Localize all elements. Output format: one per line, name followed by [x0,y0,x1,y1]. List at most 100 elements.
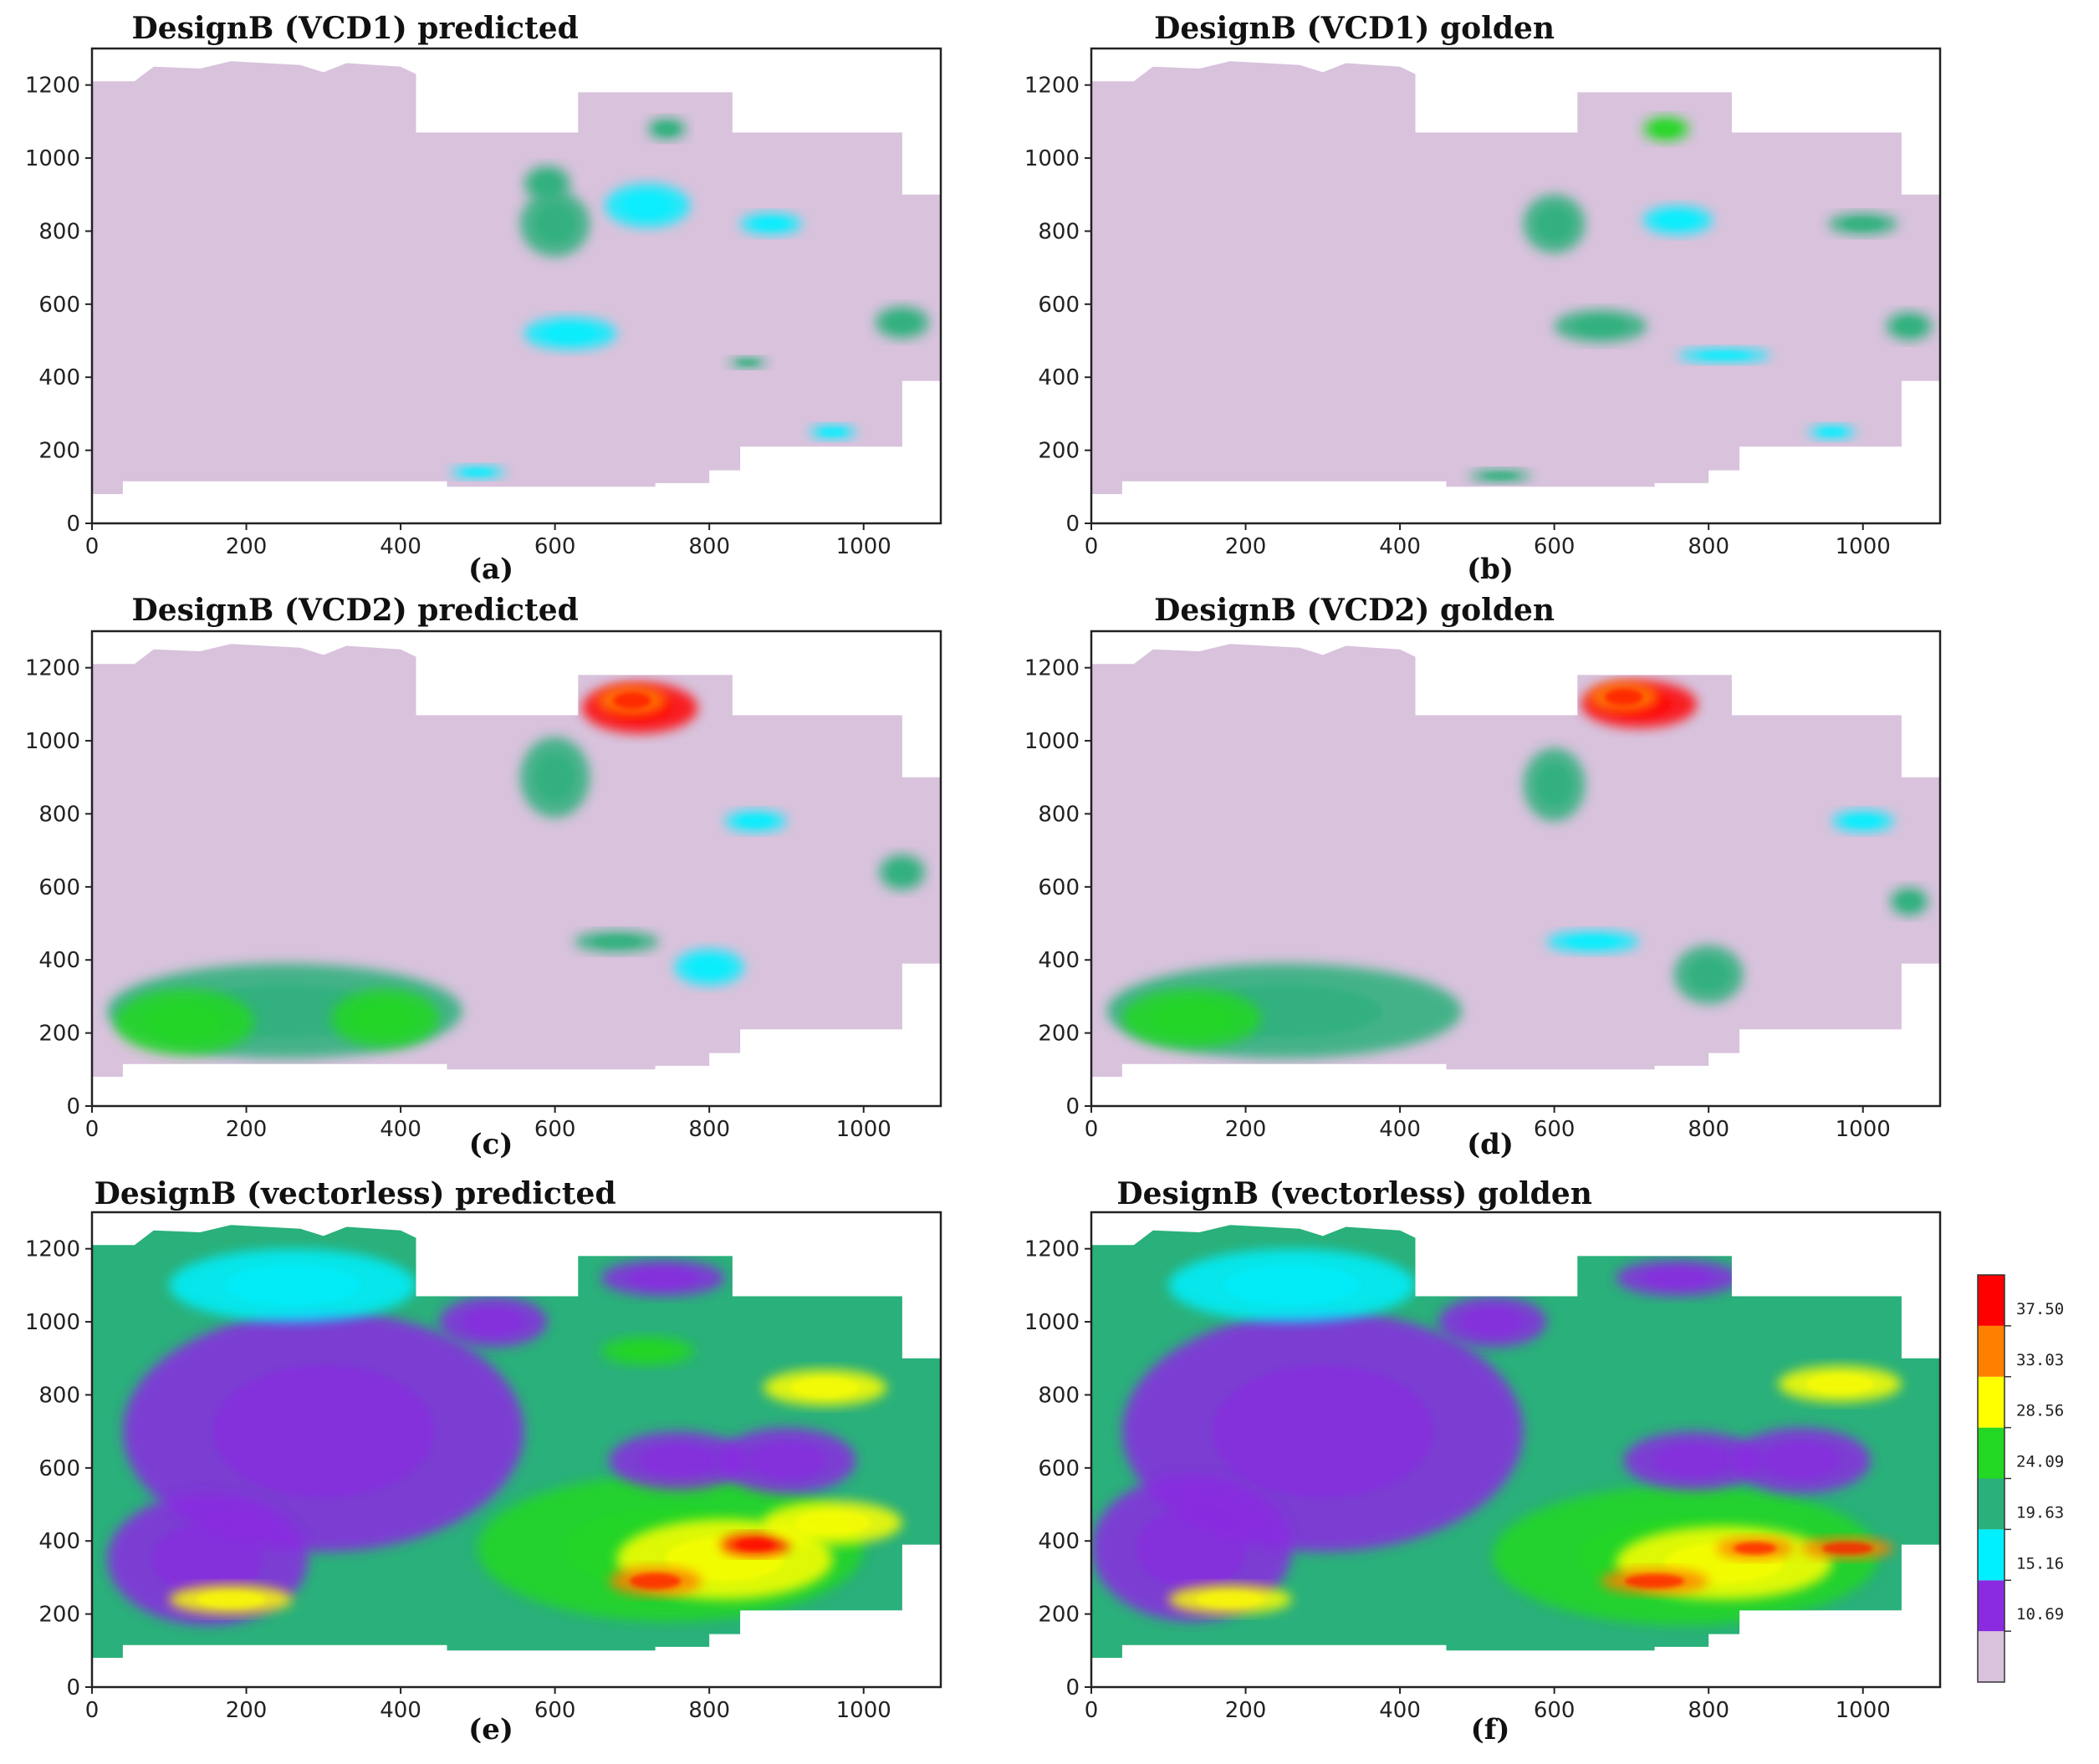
x-tick-label: 600 [534,534,576,559]
hotspot-core-f-10 [1223,1265,1361,1306]
plot-frame [1090,630,1942,1108]
y-tick-label: 1200 [25,656,80,681]
die-area [1091,61,1940,495]
hotspot-core-e-11 [790,1377,860,1398]
colorbar-segment [1978,1427,2005,1479]
colorbar-segment [1978,1631,2005,1682]
hotspot-core-e-7 [640,1444,717,1477]
hotspot-core-f-5 [1734,1542,1776,1555]
x-tick-label: 200 [226,534,268,559]
y-tick-label: 0 [1065,1094,1080,1119]
y-tick-label: 1000 [1024,729,1080,754]
hotspot-core-e-4 [630,1573,682,1589]
y-tick-label: 1200 [25,1237,80,1262]
hotspot-core-b-4 [1843,217,1882,230]
y-tick-label: 0 [1065,512,1080,537]
y-tick-label: 800 [38,802,80,827]
hotspot-layer [1106,680,1929,1059]
hotspot-core-f-12 [1643,1267,1712,1288]
hotspot-core-f-8 [1763,1442,1840,1479]
y-tick-label: 200 [1038,1603,1080,1628]
x-tick-label: 200 [1225,1117,1267,1142]
hotspot-core-d-5 [1689,958,1729,991]
hotspot-core-e-0 [212,1364,434,1498]
plot-frame [90,47,942,525]
y-tick-label: 1200 [1024,656,1080,681]
colorbar-label: 19.63 [2016,1503,2064,1522]
y-tick-label: 600 [38,293,80,318]
y-tick-label: 400 [38,948,80,973]
x-tick-label: 0 [85,1698,100,1723]
y-tick-label: 1000 [1024,146,1080,171]
panel-caption: (e) [468,1713,513,1746]
panel-e: 0 200 400 600 800 1000 0 200 400 600 800 1000 1200 De… [25,1176,942,1746]
hotspot-core-e-12 [621,1343,673,1359]
x-tick-label: 600 [1534,534,1576,559]
hotspot-core-b-1 [1653,121,1679,136]
colorbar-label: 10.69 [2016,1605,2064,1624]
hotspot-core-c-6 [690,956,729,977]
hotspot-core-a-4 [624,193,672,218]
hotspot-core-b-5 [1896,318,1923,334]
hotspot-core-e-9 [463,1308,523,1336]
y-tick-label: 200 [1038,1022,1080,1047]
x-tick-label: 800 [688,1698,730,1723]
hotspot-core-e-13 [629,1267,697,1288]
hotspot-core-a-1 [534,173,560,194]
hotspot-core-b-3 [1698,351,1750,359]
panel-title: DesignB (VCD2) predicted [131,593,578,628]
y-tick-label: 1200 [1024,74,1080,99]
hotspot-core-f-7 [1655,1444,1732,1477]
x-tick-label: 0 [1085,1117,1099,1142]
hotspot-core-c-1 [613,692,651,709]
hotspot-core-c-7 [593,936,641,948]
hotspot-layer [451,118,930,479]
panel-caption: (f) [1471,1713,1510,1746]
hotspot-core-a-0 [535,206,575,242]
y-tick-label: 1000 [1024,1310,1080,1335]
hotspot-core-d-1 [1604,689,1643,706]
hotspot-core-c-8 [889,862,916,883]
x-tick-label: 1000 [836,1698,891,1723]
hotspot-core-f-4 [1625,1573,1685,1588]
panel-a: 0 200 400 600 800 1000 0 200 400 600 800 1000 1200 De… [25,11,942,586]
y-tick-label: 600 [38,1456,80,1481]
y-tick-label: 400 [1038,365,1080,390]
x-tick-label: 600 [1534,1117,1576,1142]
hotspot-core-b-7 [1483,472,1518,480]
x-tick-label: 400 [1379,1698,1421,1723]
y-tick-label: 200 [38,439,80,464]
panel-title: DesignB (VCD2) golden [1154,593,1555,628]
hotspot-core-a-2 [656,122,678,135]
x-tick-label: 600 [1534,1698,1576,1723]
x-tick-label: 200 [226,1117,268,1142]
x-tick-label: 800 [1688,1698,1729,1723]
x-tick-label: 200 [226,1698,268,1723]
hotspot-layer [107,1248,902,1625]
hotspot-core-b-0 [1537,207,1571,240]
hotspot-core-e-8 [748,1442,825,1479]
colorbar-segment [1978,1529,2005,1581]
x-tick-label: 200 [1225,534,1267,559]
plot-frame [1090,47,1942,525]
panel-caption: (a) [468,553,513,586]
hotspot-core-a-8 [462,468,493,477]
y-tick-label: 800 [1038,802,1080,827]
hotspot-layer [107,682,926,1059]
hotspot-core-c-9 [738,814,773,828]
y-tick-label: 600 [1038,1456,1080,1481]
x-tick-label: 400 [380,1698,421,1723]
panel-b: 0 200 400 600 800 1000 0 200 400 600 800 1000 1200 De… [1024,11,1942,586]
x-tick-label: 400 [380,1117,421,1142]
hotspot-core-a-9 [737,359,759,366]
x-tick-label: 1000 [836,1117,891,1142]
y-tick-label: 400 [38,1529,80,1554]
hotspot-core-e-1 [152,1522,263,1596]
x-tick-label: 1000 [836,534,891,559]
hotspot-layer [1091,1248,1902,1625]
y-tick-label: 0 [1065,1675,1080,1700]
colorbar-segment [1978,1275,2005,1326]
colorbar-label: 33.03 [2016,1351,2064,1369]
plot-frame [90,1211,942,1689]
y-tick-label: 400 [1038,1529,1080,1554]
